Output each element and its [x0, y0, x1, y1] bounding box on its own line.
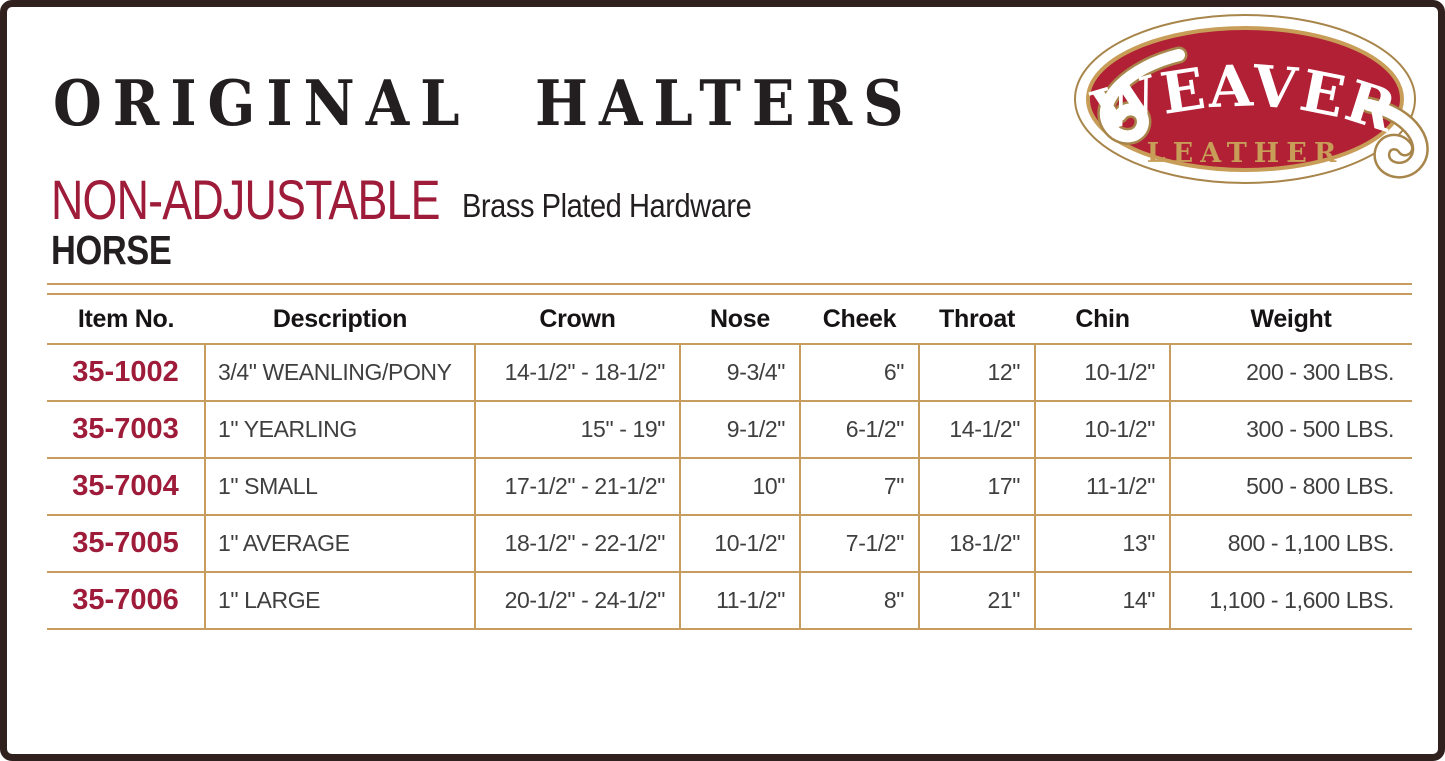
subtitle-note: Brass Plated Hardware [462, 187, 752, 224]
cell-nose: 11-1/2" [679, 572, 800, 630]
table-row: 35-7003 1" YEARLING 15" - 19" 9-1/2" 6-1/2" 1… [47, 401, 1412, 459]
logo-right-flourish [1363, 99, 1427, 176]
col-header-item_no: Item No. [47, 295, 205, 345]
cell-description: 1" YEARLING [204, 401, 475, 459]
cell-cheek: 8" [799, 572, 919, 630]
table-header-row: Item No. Description Crown Nose Cheek Throat C… [47, 295, 1412, 345]
page-title: ORIGINAL HALTERS [53, 67, 915, 141]
cell-chin: 11-1/2" [1034, 458, 1170, 516]
cell-item_no: 35-7006 [47, 572, 205, 630]
cell-weight: 800 - 1,100 LBS. [1169, 515, 1412, 573]
cell-description: 1" AVERAGE [204, 515, 475, 573]
cell-crown: 17-1/2" - 21-1/2" [474, 458, 680, 516]
table-row: 35-7006 1" LARGE 20-1/2" - 24-1/2" 11-1/2" 8… [47, 572, 1412, 630]
cell-crown: 18-1/2" - 22-1/2" [474, 515, 680, 573]
cell-item_no: 35-7004 [47, 458, 205, 516]
cell-nose: 9-1/2" [679, 401, 800, 459]
cell-weight: 300 - 500 LBS. [1169, 401, 1412, 459]
table-row: 35-7005 1" AVERAGE 18-1/2" - 22-1/2" 10-1/2… [47, 515, 1412, 573]
col-header-throat: Throat [919, 295, 1035, 345]
cell-chin: 10-1/2" [1034, 344, 1170, 402]
section-label: HORSE [51, 227, 172, 273]
subtitle: NON-ADJUSTABLE [51, 168, 441, 231]
table-head: Item No. Description Crown Nose Cheek Throat C… [47, 295, 1412, 345]
cell-crown: 14-1/2" - 18-1/2" [474, 344, 680, 402]
col-header-crown: Crown [475, 295, 680, 345]
col-header-chin: Chin [1035, 295, 1170, 345]
cell-cheek: 7" [799, 458, 919, 516]
cell-description: 1" SMALL [204, 458, 475, 516]
cell-throat: 21" [918, 572, 1035, 630]
col-header-cheek: Cheek [800, 295, 919, 345]
cell-chin: 13" [1034, 515, 1170, 573]
table-row: 35-7004 1" SMALL 17-1/2" - 21-1/2" 10" 7" 17"… [47, 458, 1412, 516]
cell-cheek: 6" [799, 344, 919, 402]
cell-weight: 200 - 300 LBS. [1169, 344, 1412, 402]
col-header-description: Description [205, 295, 475, 345]
cell-chin: 14" [1034, 572, 1170, 630]
cell-description: 1" LARGE [204, 572, 475, 630]
section-divider-rule [47, 283, 1412, 295]
cell-cheek: 6-1/2" [799, 401, 919, 459]
col-header-weight: Weight [1170, 295, 1412, 345]
cell-weight: 500 - 800 LBS. [1169, 458, 1412, 516]
cell-cheek: 7-1/2" [799, 515, 919, 573]
cell-item_no: 35-7005 [47, 515, 205, 573]
cell-nose: 10" [679, 458, 800, 516]
cell-throat: 14-1/2" [918, 401, 1035, 459]
cell-throat: 17" [918, 458, 1035, 516]
cell-nose: 10-1/2" [679, 515, 800, 573]
cell-item_no: 35-1002 [47, 344, 205, 402]
cell-crown: 15" - 19" [474, 401, 680, 459]
cell-throat: 18-1/2" [918, 515, 1035, 573]
table-body: 35-1002 3/4" WEANLING/PONY 14-1/2" - 18-1/… [47, 344, 1412, 630]
weaver-leather-logo: WEAVER LEATHER [1074, 14, 1429, 184]
cell-chin: 10-1/2" [1034, 401, 1170, 459]
col-header-nose: Nose [680, 295, 800, 345]
logo-left-flourish [1099, 49, 1185, 143]
halter-spec-table: Item No. Description Crown Nose Cheek Throat C… [47, 295, 1412, 630]
cell-weight: 1,100 - 1,600 LBS. [1169, 572, 1412, 630]
cell-throat: 12" [918, 344, 1035, 402]
table-row: 35-1002 3/4" WEANLING/PONY 14-1/2" - 18-1/… [47, 344, 1412, 402]
cell-description: 3/4" WEANLING/PONY [204, 344, 475, 402]
cell-nose: 9-3/4" [679, 344, 800, 402]
cell-item_no: 35-7003 [47, 401, 205, 459]
logo-sub-text: LEATHER [1147, 138, 1344, 169]
cell-crown: 20-1/2" - 24-1/2" [474, 572, 680, 630]
